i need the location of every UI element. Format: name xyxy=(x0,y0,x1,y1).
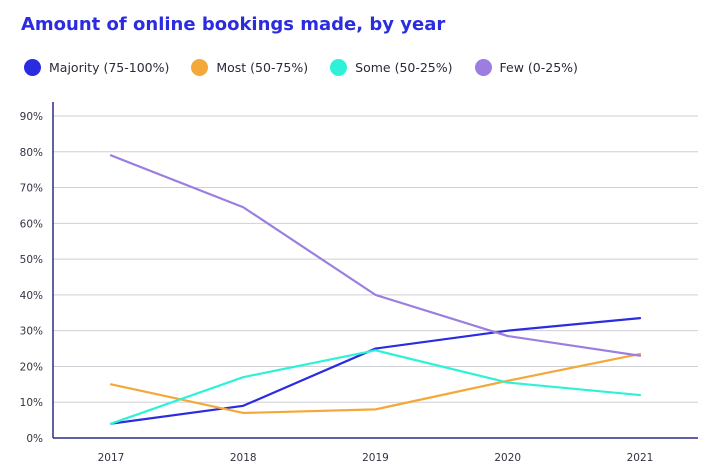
chart-title: Amount of online bookings made, by year xyxy=(21,14,446,35)
y-tick-label: 80% xyxy=(20,147,43,159)
x-tick-label: 2019 xyxy=(362,452,389,464)
legend: Majority (75-100%) Most (50-75%) Some (5… xyxy=(24,59,600,76)
y-tick-label: 20% xyxy=(20,361,43,373)
legend-item-most: Most (50-75%) xyxy=(191,59,308,76)
series-line-1 xyxy=(109,352,642,415)
x-tick-label: 2018 xyxy=(230,452,257,464)
legend-label-majority: Majority (75-100%) xyxy=(49,60,170,75)
legend-item-few: Few (0-25%) xyxy=(474,59,578,76)
legend-item-some: Some (50-25%) xyxy=(330,59,453,76)
series-line-0 xyxy=(109,317,642,425)
legend-swatch-some xyxy=(330,59,348,76)
y-tick-label: 0% xyxy=(26,433,43,445)
series-line-3 xyxy=(109,154,642,357)
y-tick-label: 70% xyxy=(20,183,43,195)
legend-label-some: Some (50-25%) xyxy=(355,60,453,75)
x-tick-label: 2021 xyxy=(627,452,654,464)
y-tick-label: 40% xyxy=(20,290,43,302)
legend-swatch-few xyxy=(474,59,492,76)
y-tick-label: 90% xyxy=(20,111,43,123)
legend-label-most: Most (50-75%) xyxy=(216,60,309,75)
y-tick-label: 30% xyxy=(20,326,43,338)
y-tick-label: 50% xyxy=(20,254,43,266)
legend-swatch-most xyxy=(191,59,209,76)
y-tick-label: 60% xyxy=(20,218,43,230)
legend-swatch-majority xyxy=(24,59,41,76)
legend-item-majority: Majority (75-100%) xyxy=(24,59,169,76)
y-tick-label: 10% xyxy=(20,397,43,409)
legend-label-few: Few (0-25%) xyxy=(499,60,578,75)
series-line-2 xyxy=(109,349,642,425)
x-tick-label: 2017 xyxy=(98,452,125,464)
x-tick-label: 2020 xyxy=(494,452,521,464)
